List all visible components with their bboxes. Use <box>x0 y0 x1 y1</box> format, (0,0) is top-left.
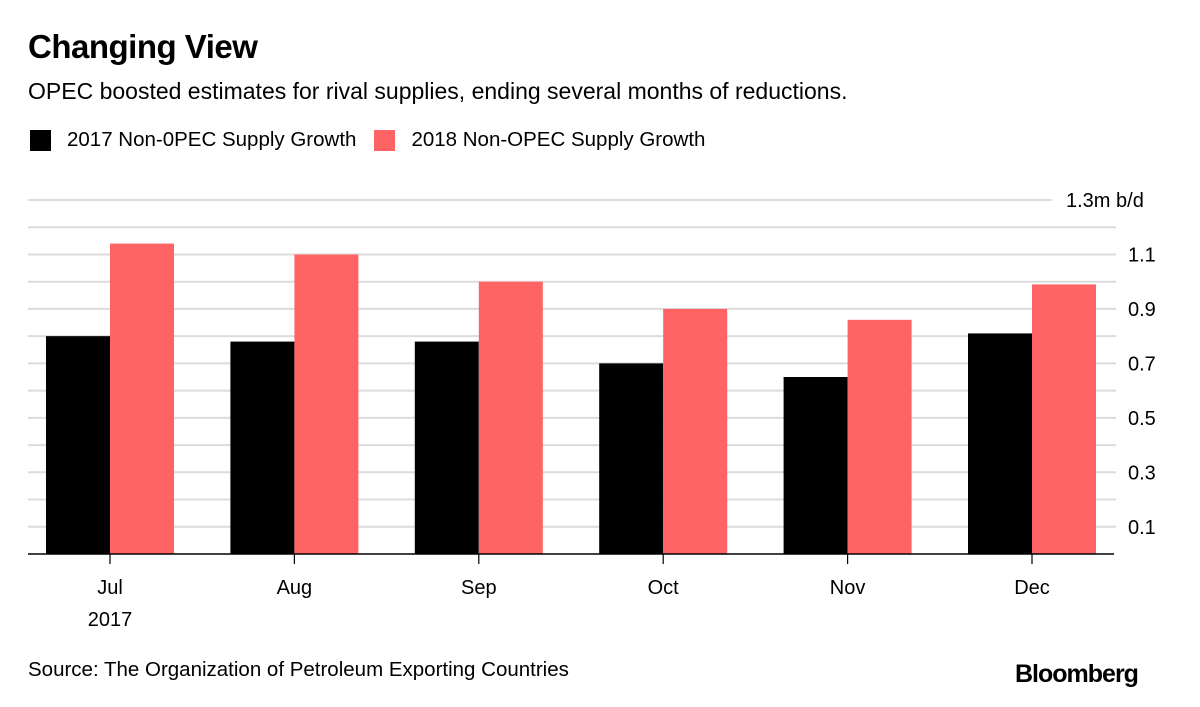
y-tick-label: 0.9 <box>1128 299 1156 321</box>
y-axis-labels: 0.1 0.3 0.5 0.7 0.9 1.1 1.3m b/d <box>1066 190 1156 539</box>
chart-subtitle: OPEC boosted estimates for rival supplie… <box>28 78 848 104</box>
y-tick-label: 0.1 <box>1128 517 1156 539</box>
source-note: Source: The Organization of Petroleum Ex… <box>28 658 569 681</box>
y-tick-label: 1.3m b/d <box>1066 190 1144 212</box>
chart-title: Changing View <box>28 28 258 65</box>
bar-2017-oct <box>599 363 664 554</box>
y-tick-label: 0.7 <box>1128 353 1156 375</box>
x-tick-label: Sep <box>461 577 497 599</box>
gridlines <box>28 199 1116 528</box>
legend-item-2018: 2018 Non-OPEC Supply Growth <box>374 128 705 152</box>
x-tick-label: Nov <box>830 577 866 599</box>
bar-2017-aug <box>230 341 295 554</box>
y-tick-label: 0.5 <box>1128 408 1156 430</box>
bar-2018-dec <box>1032 284 1096 554</box>
bar-2018-sep <box>478 281 543 554</box>
x-tick-label: Oct <box>648 577 680 599</box>
bar-2018-nov <box>847 319 912 554</box>
bar-2017-jul <box>46 336 110 554</box>
bloomberg-logo: Bloomberg <box>1015 660 1139 688</box>
y-tick-label: 1.1 <box>1128 244 1156 266</box>
bar-2017-dec <box>968 333 1032 554</box>
y-tick-label: 0.3 <box>1128 462 1156 484</box>
legend-label-2018: 2018 Non-OPEC Supply Growth <box>411 128 706 151</box>
legend: 2017 Non-0PEC Supply Growth 2018 Non-OPE… <box>30 128 723 152</box>
x-tick-label: Jul <box>97 577 123 599</box>
bar-2018-aug <box>294 254 359 554</box>
legend-label-2017: 2017 Non-0PEC Supply Growth <box>67 128 357 151</box>
legend-swatch-2017 <box>30 129 51 151</box>
x-tick-sublabel: 2017 <box>88 609 133 631</box>
x-tick-label: Dec <box>1014 577 1050 599</box>
legend-item-2017: 2017 Non-0PEC Supply Growth <box>30 128 356 152</box>
bar-2018-jul <box>110 243 174 555</box>
x-axis-labels: Jul 2017 Aug Sep Oct Nov Dec <box>88 577 1050 631</box>
x-axis <box>28 553 1114 564</box>
bar-2018-oct <box>663 308 728 554</box>
legend-swatch-2018 <box>374 129 396 151</box>
x-tick-label: Aug <box>277 577 313 599</box>
bar-2017-nov <box>783 377 848 554</box>
bars <box>46 243 1096 555</box>
bar-2017-sep <box>414 341 479 554</box>
